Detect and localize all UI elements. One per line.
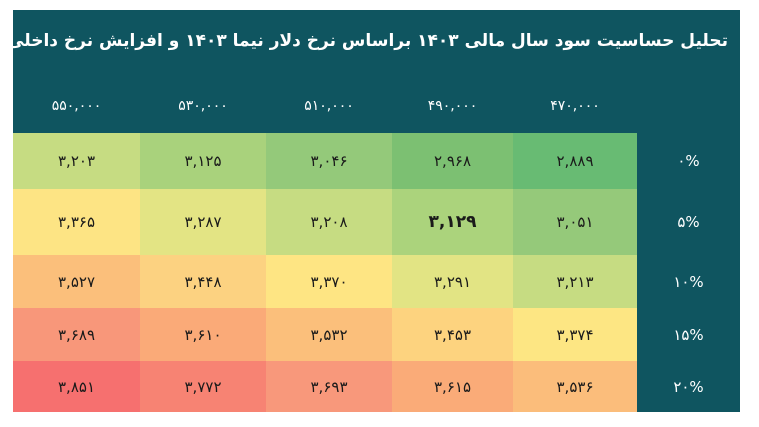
column-header-4: ۴۷۰,۰۰۰ (550, 97, 600, 114)
heatmap-cell-r1-c3: ۳,۱۲۹ (392, 189, 513, 255)
heatmap-cell-r4-c4: ۳,۵۳۶ (513, 361, 637, 412)
heatmap-cell-r4-c2: ۳,۶۹۳ (266, 361, 392, 412)
heatmap-cell-r1-c4: ۳,۰۵۱ (513, 189, 637, 255)
row-header-0: ۰% (677, 152, 700, 170)
heatmap-cell-r0-c3: ۲,۹۶۸ (392, 133, 513, 189)
heatmap-cell-r0-c2: ۳,۰۴۶ (266, 133, 392, 189)
column-header-2: ۵۱۰,۰۰۰ (304, 97, 354, 114)
heatmap-cell-r4-c0: ۳,۸۵۱ (13, 361, 140, 412)
heatmap-cell-r3-c0: ۳,۶۸۹ (13, 308, 140, 361)
sensitivity-table-card: تحلیل حساسیت سود سال مالی ۱۴۰۳ براساس نر… (13, 10, 740, 412)
heatmap-cell-r4-c3: ۳,۶۱۵ (392, 361, 513, 412)
heatmap-cell-r2-c0: ۳,۵۲۷ (13, 255, 140, 308)
sensitivity-grid: ۵۵۰,۰۰۰ ۵۳۰,۰۰۰ ۵۱۰,۰۰۰ ۴۹۰,۰۰۰ ۴۷۰,۰۰۰ ۳,۲۰۳… (13, 78, 740, 412)
column-header-3: ۴۹۰,۰۰۰ (427, 97, 478, 114)
heatmap-cell-r3-c1: ۳,۶۱۰ (140, 308, 266, 361)
heatmap-cell-r0-c1: ۳,۱۲۵ (140, 133, 266, 189)
column-header-0: ۵۵۰,۰۰۰ (51, 97, 102, 114)
row-header-4: ۲۰% (673, 377, 704, 396)
heatmap-cell-r1-c0: ۳,۳۶۵ (13, 189, 140, 255)
chart-title: تحلیل حساسیت سود سال مالی ۱۴۰۳ براساس نر… (13, 31, 728, 51)
heatmap-cell-r1-c1: ۳,۲۸۷ (140, 189, 266, 255)
heatmap-cell-r3-c3: ۳,۴۵۳ (392, 308, 513, 361)
heatmap-cell-r2-c2: ۳,۳۷۰ (266, 255, 392, 308)
row-header-3: ۱۵% (673, 325, 704, 344)
corner-cell (637, 78, 740, 133)
heatmap-cell-r2-c4: ۳,۲۱۳ (513, 255, 637, 308)
row-header-2: ۱۰% (673, 272, 704, 291)
heatmap-cell-r0-c4: ۲,۸۸۹ (513, 133, 637, 189)
heatmap-cell-r2-c1: ۳,۴۴۸ (140, 255, 266, 308)
heatmap-cell-r3-c2: ۳,۵۳۲ (266, 308, 392, 361)
heatmap-cell-r1-c2: ۳,۲۰۸ (266, 189, 392, 255)
column-header-1: ۵۳۰,۰۰۰ (178, 97, 228, 114)
heatmap-cell-r0-c0: ۳,۲۰۳ (13, 133, 140, 189)
row-header-1: ۵% (677, 213, 700, 231)
heatmap-cell-r3-c4: ۳,۳۷۴ (513, 308, 637, 361)
heatmap-cell-r4-c1: ۳,۷۷۲ (140, 361, 266, 412)
heatmap-cell-r2-c3: ۳,۲۹۱ (392, 255, 513, 308)
